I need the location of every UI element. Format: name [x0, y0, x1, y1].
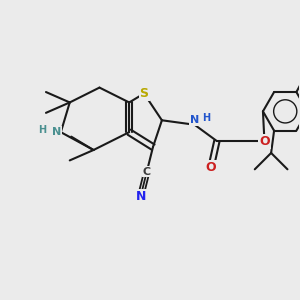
- Text: H: H: [38, 125, 46, 135]
- Text: O: O: [206, 161, 216, 174]
- Text: O: O: [259, 135, 270, 148]
- Text: N: N: [136, 190, 146, 202]
- Text: N: N: [52, 127, 61, 137]
- Text: N: N: [190, 115, 199, 125]
- Text: C: C: [143, 167, 151, 176]
- Text: H: H: [202, 113, 210, 123]
- Text: S: S: [140, 87, 148, 100]
